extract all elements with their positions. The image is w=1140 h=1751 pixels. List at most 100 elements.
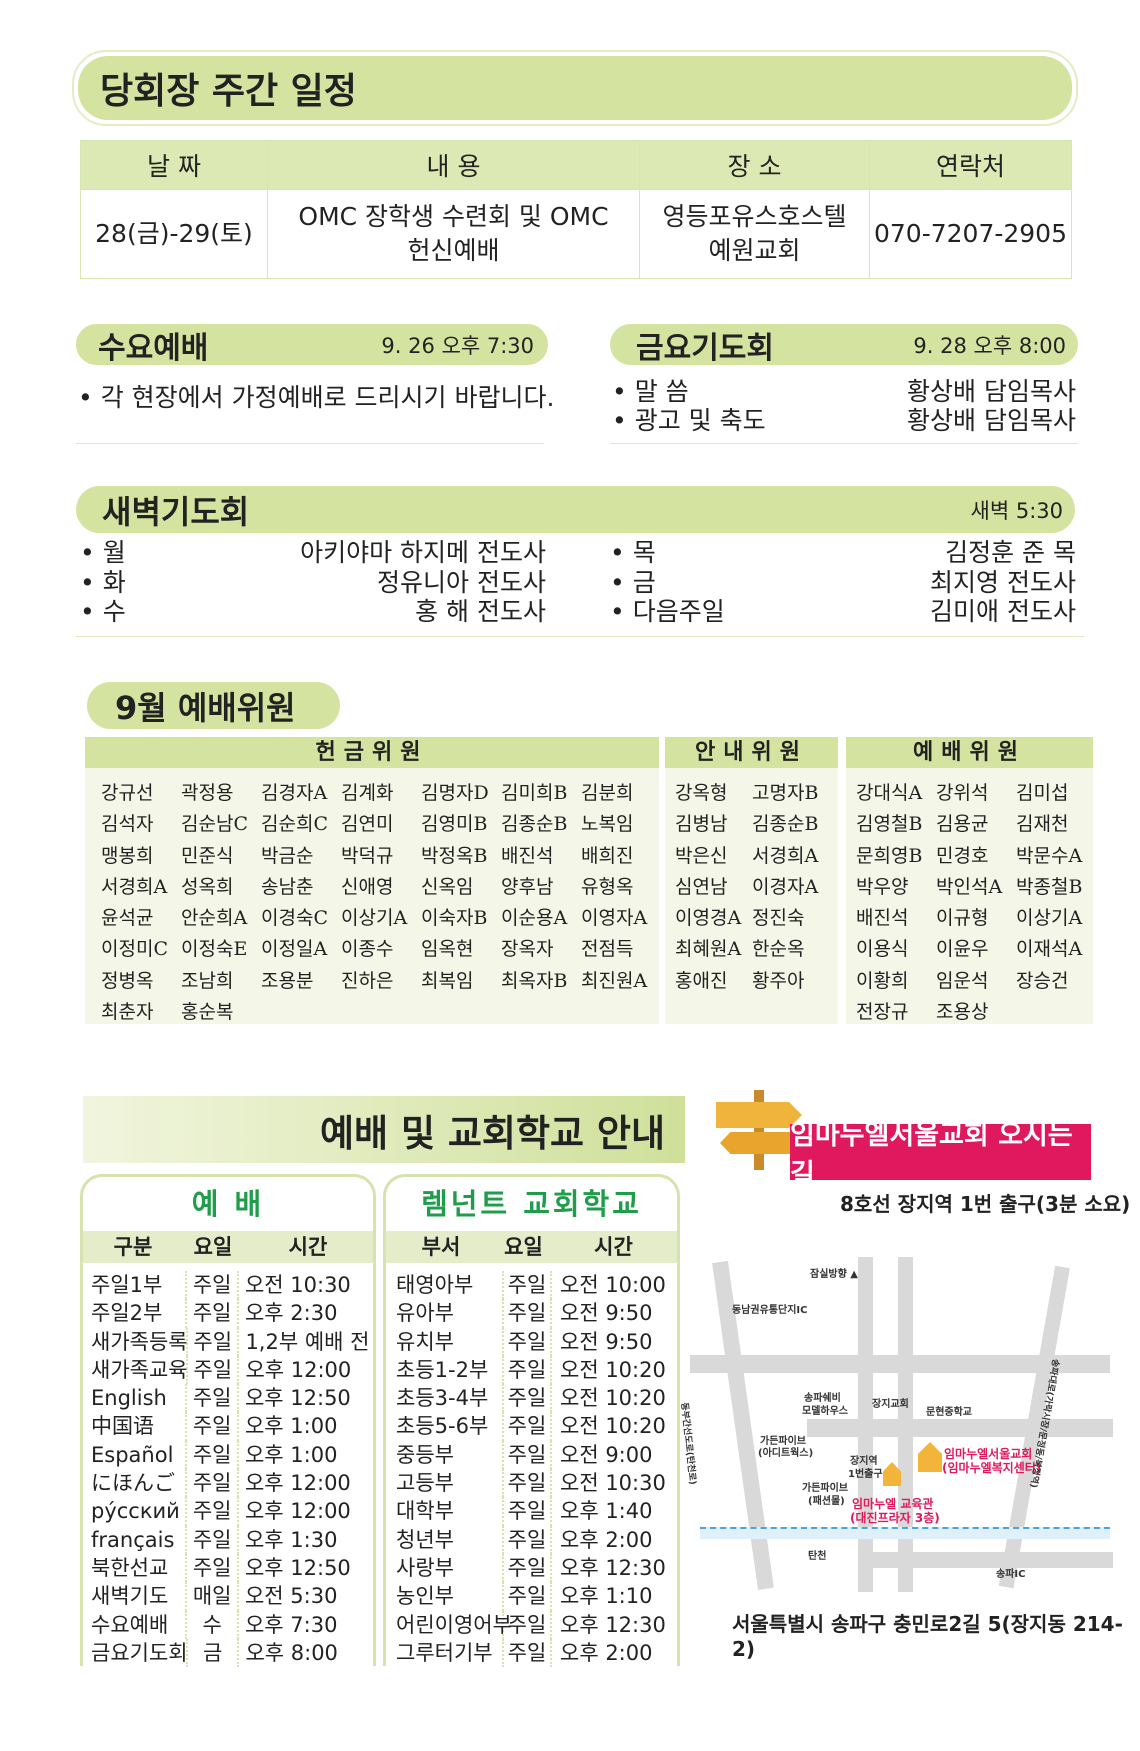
cell: 주일 <box>187 1497 239 1526</box>
map-label: 문현중학교 <box>926 1407 972 1418</box>
committee-name: 전장규 <box>856 1001 909 1024</box>
committee-name: 배희진 <box>581 844 634 867</box>
committee-name: 임운석 <box>936 969 989 992</box>
committee-name: 김미희B <box>501 782 568 804</box>
dawn-leader: 아키야마 하지메 전도사 <box>300 538 546 567</box>
school-box: 렘넌트 교회학교 부서 요일 시간 태영아부 주일 오전 10:00 유아부 주일 오전 9:… <box>383 1174 680 1668</box>
wednesday-banner: 수요예배 9. 26 오후 7:30 <box>76 324 548 366</box>
cell: 오후 2:00 <box>560 1640 653 1665</box>
content-cell: OMC 장학생 수련회 및 OMC 헌신예배 <box>267 189 640 279</box>
cell: 주일 <box>187 1412 239 1441</box>
col-header: 시간 <box>288 1235 328 1259</box>
worship-committee-pane: 예배위원 강대식A 강위석 김미섭 김영철B 김용균 김재천 문희영B 민경호 박문수A 박우양 박… <box>846 737 1093 1024</box>
map-label: 1번출구 <box>848 1469 883 1480</box>
committee-name: 이종수 <box>341 938 394 961</box>
committee-name: 박덕규 <box>341 844 394 867</box>
committee-name: 강위석 <box>936 782 989 804</box>
table-row: 주일2부 주일 오후 2:30 <box>83 1299 373 1328</box>
committee-name: 강옥형 <box>675 782 728 804</box>
cell: 수요예배 <box>83 1610 188 1639</box>
dawn-right-list: • 목 김정훈 준 목 • 금 최지영 전도사 • 다음주일 김미애 전도사 <box>610 538 1076 627</box>
committee-name: 송남춘 <box>261 875 314 898</box>
col-header: 시간 <box>594 1235 633 1259</box>
cell: 오후 1:00 <box>244 1414 338 1439</box>
place-cell: 영등포유스호스텔 예원교회 <box>639 189 870 279</box>
dawn-row: • 화 정유니아 전도사 <box>80 568 546 598</box>
cell: 초등3-4부 <box>386 1384 504 1413</box>
committee-name: 박문수A <box>1016 844 1083 867</box>
table-row: рýсский 주일 오후 12:00 <box>83 1497 373 1526</box>
usher-title: 안내위원 <box>665 737 838 768</box>
cell: 오후 12:30 <box>560 1555 666 1580</box>
table-row: 초등3-4부 주일 오전 10:20 <box>386 1384 677 1413</box>
cell: 주일 <box>504 1582 552 1611</box>
schedule-banner: 당회장 주간 일정 <box>78 56 1072 120</box>
cell: 오전 9:50 <box>560 1329 653 1354</box>
table-row: 고등부 주일 오전 10:30 <box>386 1469 677 1498</box>
place-line: 영등포유스호스텔 <box>662 202 847 231</box>
cell: 주일 <box>187 1553 239 1583</box>
committee-name: 이숙자B <box>421 907 488 930</box>
friday-banner: 금요기도회 9. 28 오후 8:00 <box>610 324 1078 366</box>
committee-name: 박종철B <box>1016 875 1083 898</box>
header-date: 날 짜 <box>80 140 268 190</box>
col-header: 부서 <box>421 1235 461 1259</box>
friday-item: • 광고 및 축도 황상배 담임목사 <box>612 406 1076 435</box>
cell: 주일1부 <box>83 1271 188 1300</box>
cell: 주일 <box>187 1469 239 1498</box>
cell: 고등부 <box>386 1469 504 1498</box>
signpost-icon <box>716 1080 806 1170</box>
committee-name: 이황희 <box>856 969 909 992</box>
committee-name: 황주아 <box>752 969 805 992</box>
committee-name: 김용균 <box>936 813 989 836</box>
cell: 주일 <box>187 1384 239 1413</box>
committee-name: 김미섭 <box>1016 782 1069 804</box>
dawn-day: • 월 <box>80 538 126 567</box>
cell: 주일 <box>504 1638 552 1668</box>
cell: 주일 <box>504 1525 552 1554</box>
committee-name: 이규형 <box>936 907 989 930</box>
map-label: 동남권유통단지IC <box>732 1305 808 1316</box>
dawn-row: • 금 최지영 전도사 <box>610 568 1076 598</box>
cell: 주일 <box>504 1553 552 1583</box>
committee-name: 김영미B <box>421 813 488 836</box>
committee-name: 김순희C <box>261 813 328 836</box>
committee-name: 박우양 <box>856 875 909 898</box>
committee-name: 조용분 <box>261 969 314 992</box>
header-contact: 연락처 <box>869 140 1072 190</box>
cell: 오후 1:10 <box>560 1584 653 1609</box>
committee-name: 성옥희 <box>181 875 234 898</box>
cell: 매일 <box>187 1582 239 1611</box>
cell: 어린이영어부 <box>386 1610 512 1639</box>
cell: 오후 1:00 <box>244 1442 338 1467</box>
committee-name: 윤석균 <box>101 907 154 930</box>
school-title: 렘넌트 교회학교 <box>421 1187 642 1221</box>
friday-title: 금요기도회 <box>636 330 774 366</box>
committee-name: 박정옥B <box>421 844 488 867</box>
cell: 오전 5:30 <box>244 1584 338 1609</box>
cell: 주일 <box>504 1469 552 1498</box>
cell: 주일 <box>504 1610 552 1639</box>
cell: 초등1-2부 <box>386 1355 504 1385</box>
committee-name: 신애영 <box>341 875 394 898</box>
schedule-title: 당회장 주간 일정 <box>100 71 357 112</box>
committee-name: 최진원A <box>581 969 648 992</box>
committee-name: 강대식A <box>856 782 923 804</box>
table-row: English 주일 오후 12:50 <box>83 1384 373 1413</box>
committee-name: 유형옥 <box>581 875 634 898</box>
committee-name: 이영자A <box>581 907 648 930</box>
table-row: 주일1부 주일 오전 10:30 <box>83 1271 373 1300</box>
committee-name: 김재천 <box>1016 813 1069 836</box>
map-label: (패션몰) <box>808 1496 845 1507</box>
table-row: にほんご 주일 오후 12:00 <box>83 1469 373 1498</box>
dawn-day: • 목 <box>610 538 656 567</box>
committee-name: 조남희 <box>181 969 234 992</box>
committee-name: 서경희A <box>101 875 168 898</box>
subway-info: 8호선 장지역 1번 출구(3분 소요) <box>840 1192 1131 1216</box>
committee-name: 박은신 <box>675 844 728 867</box>
table-row: 청년부 주일 오후 2:00 <box>386 1525 677 1554</box>
committee-name: 민경호 <box>936 844 989 867</box>
cell: English <box>83 1384 188 1413</box>
committee-name: 최혜원A <box>675 938 742 961</box>
table-row: 금요기도회 금 오후 8:00 <box>83 1638 373 1668</box>
